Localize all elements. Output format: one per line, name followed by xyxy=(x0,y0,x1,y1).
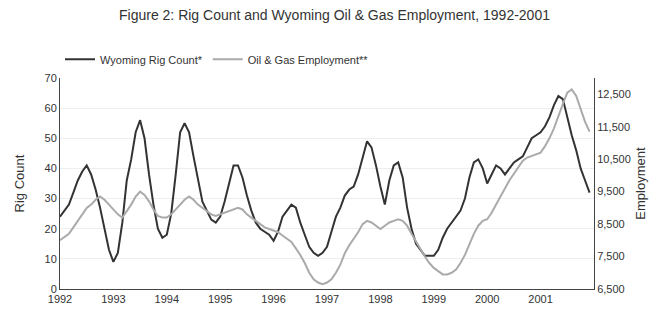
svg-text:7,500: 7,500 xyxy=(597,250,625,262)
svg-text:40: 40 xyxy=(45,162,57,174)
svg-text:30: 30 xyxy=(45,192,57,204)
svg-text:1992: 1992 xyxy=(48,293,72,305)
svg-text:1998: 1998 xyxy=(368,293,392,305)
svg-text:8,500: 8,500 xyxy=(597,218,625,230)
svg-text:70: 70 xyxy=(45,72,57,84)
svg-text:9,500: 9,500 xyxy=(597,185,625,197)
svg-text:12,500: 12,500 xyxy=(597,88,631,100)
svg-text:Oil & Gas Employment**: Oil & Gas Employment** xyxy=(248,54,369,66)
svg-text:0: 0 xyxy=(51,283,57,295)
svg-text:11,500: 11,500 xyxy=(597,121,630,133)
svg-text:1995: 1995 xyxy=(208,293,232,305)
svg-text:20: 20 xyxy=(45,223,57,235)
svg-text:10,500: 10,500 xyxy=(597,153,631,165)
svg-text:1997: 1997 xyxy=(315,293,339,305)
svg-text:1993: 1993 xyxy=(101,293,125,305)
svg-text:Rig Count: Rig Count xyxy=(12,154,27,212)
svg-text:Employment: Employment xyxy=(633,147,648,220)
svg-text:2001: 2001 xyxy=(528,293,552,305)
svg-text:10: 10 xyxy=(45,253,57,265)
svg-text:2000: 2000 xyxy=(475,293,499,305)
svg-text:Figure 2: Rig Count and Wyomin: Figure 2: Rig Count and Wyoming Oil & Ga… xyxy=(119,7,550,23)
svg-text:60: 60 xyxy=(45,102,57,114)
svg-text:6,500: 6,500 xyxy=(597,283,625,295)
svg-text:Wyoming Rig Count*: Wyoming Rig Count* xyxy=(100,54,203,66)
svg-text:1999: 1999 xyxy=(422,293,446,305)
svg-text:50: 50 xyxy=(45,132,57,144)
svg-text:1994: 1994 xyxy=(155,293,179,305)
svg-text:1996: 1996 xyxy=(261,293,285,305)
